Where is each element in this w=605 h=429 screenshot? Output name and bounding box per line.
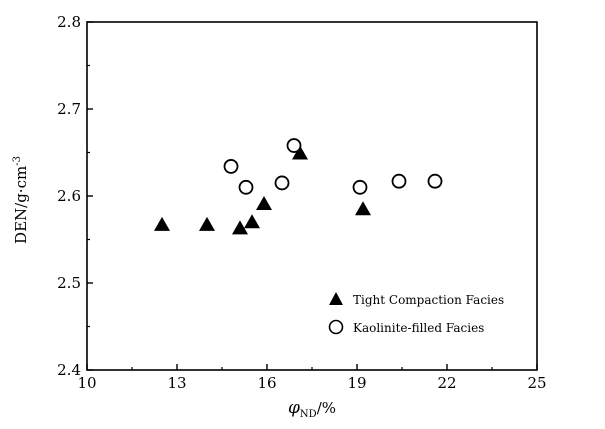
- x-axis-title-sub: ND: [300, 409, 317, 420]
- y-axis-title: DEN/g·cm-3: [12, 156, 30, 244]
- kaolinite-filled-point: [352, 179, 368, 195]
- kaolinite-filled-point: [223, 159, 239, 174]
- legend-marker-circle: [328, 319, 344, 335]
- x-axis-title: φND/%: [288, 398, 336, 420]
- kaolinite-filled-point: [391, 173, 407, 189]
- y-tick-label: 2.8: [57, 13, 81, 31]
- kaolinite-filled-point: [274, 175, 290, 191]
- y-tick-label: 2.6: [57, 187, 81, 205]
- tight-compaction-point: [355, 201, 371, 216]
- y-tick-label: 2.5: [57, 274, 81, 292]
- y-axis-title-sup: -3: [12, 156, 23, 166]
- y-axis-title-main: DEN/g·cm: [12, 166, 30, 244]
- x-tick-label: 19: [347, 374, 366, 392]
- y-tick-label: 2.7: [57, 100, 81, 118]
- y-tick-label: 2.4: [57, 361, 81, 379]
- x-axis-title-unit: /%: [317, 399, 336, 417]
- legend-label-tight-compaction: Tight Compaction Facies: [353, 293, 504, 307]
- tight-compaction-point: [232, 220, 248, 235]
- tight-compaction-point: [199, 216, 215, 231]
- kaolinite-filled-point: [238, 179, 254, 195]
- legend: Tight Compaction Facies Kaolinite-filled…: [328, 292, 504, 335]
- tight-compaction-point: [256, 196, 272, 211]
- x-tick-label: 25: [527, 374, 546, 392]
- axis-ticks: 10 13 16 19 22 25 2.4 2.5 2.6 2.7 2.8: [57, 13, 546, 392]
- x-axis-title-main: φ: [288, 398, 300, 418]
- x-tick-label: 13: [167, 374, 186, 392]
- plot-frame: [86, 21, 538, 371]
- x-tick-label: 10: [77, 374, 96, 392]
- data-marks: [154, 138, 443, 235]
- kaolinite-filled-point: [286, 138, 302, 153]
- x-tick-label: 16: [257, 374, 276, 392]
- tight-compaction-point: [292, 145, 308, 160]
- x-tick-label: 22: [437, 374, 456, 392]
- tight-compaction-point: [154, 216, 170, 231]
- tight-compaction-point: [244, 214, 260, 229]
- legend-marker-triangle: [329, 292, 343, 305]
- legend-label-kaolinite-filled: Kaolinite-filled Facies: [353, 321, 484, 335]
- kaolinite-filled-point: [427, 173, 443, 189]
